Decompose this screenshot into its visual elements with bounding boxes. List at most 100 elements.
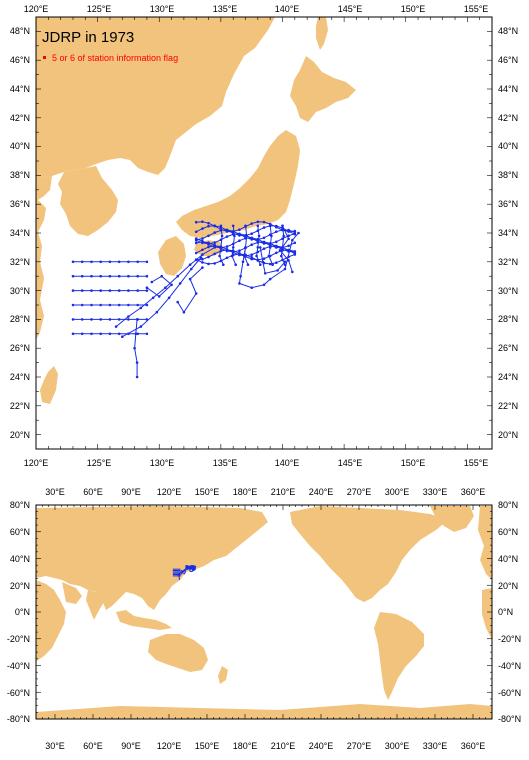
station-point xyxy=(190,268,193,271)
station-point xyxy=(140,307,143,310)
lat-label: 46°N xyxy=(498,55,518,65)
lon-label: 270°E xyxy=(347,741,372,751)
lon-label: 130°E xyxy=(150,458,175,468)
station-point xyxy=(259,263,262,266)
lon-label: 150°E xyxy=(195,487,220,497)
station-point xyxy=(263,226,266,229)
station-point xyxy=(201,242,204,245)
station-point xyxy=(127,289,130,292)
lat-label: -60°N xyxy=(7,688,30,698)
station-point xyxy=(238,254,241,257)
station-point xyxy=(136,289,139,292)
station-point xyxy=(291,239,294,242)
station-point xyxy=(160,275,163,278)
lon-label: 90°E xyxy=(121,487,141,497)
station-point xyxy=(164,286,167,289)
station-point xyxy=(238,282,241,285)
station-point xyxy=(258,235,261,238)
station-point xyxy=(269,278,272,281)
lat-label: 42°N xyxy=(10,113,30,123)
station-point xyxy=(201,237,204,240)
station-point xyxy=(242,261,245,264)
station-point xyxy=(195,259,198,262)
station-point xyxy=(250,243,253,246)
station-point xyxy=(195,239,198,242)
station-point xyxy=(231,255,234,258)
station-point xyxy=(287,230,290,233)
lon-label: 130°E xyxy=(150,4,175,14)
lon-label: 150°E xyxy=(401,458,426,468)
lat-label: 34°N xyxy=(498,228,518,238)
station-point xyxy=(127,315,130,318)
station-point xyxy=(99,333,102,336)
station-point xyxy=(109,289,112,292)
lon-label: 60°E xyxy=(83,741,103,751)
station-point xyxy=(72,304,75,307)
station-point xyxy=(90,333,93,336)
station-point xyxy=(264,272,267,275)
lat-label: 24°N xyxy=(498,372,518,382)
lat-label: 38°N xyxy=(498,170,518,180)
station-point xyxy=(270,235,273,238)
station-point xyxy=(99,261,102,264)
station-point xyxy=(271,263,274,266)
lat-label: 36°N xyxy=(498,199,518,209)
station-point xyxy=(136,275,139,278)
regional-lon-labels-bottom: 120°E 125°E 130°E 135°E 140°E 145°E 150°… xyxy=(24,458,489,468)
station-point xyxy=(250,286,253,289)
station-point xyxy=(81,289,84,292)
station-point xyxy=(90,304,93,307)
lon-label: 150°E xyxy=(401,4,426,14)
lat-label: 44°N xyxy=(10,84,30,94)
lon-label: 300°E xyxy=(385,741,410,751)
station-point xyxy=(136,261,139,264)
station-point xyxy=(291,271,294,274)
lon-label: 210°E xyxy=(271,741,296,751)
lon-label: 60°E xyxy=(83,487,103,497)
station-point xyxy=(201,227,204,230)
station-point xyxy=(284,261,287,264)
lon-label: 300°E xyxy=(385,487,410,497)
station-point xyxy=(250,238,253,241)
station-point xyxy=(275,241,278,244)
station-point xyxy=(146,261,149,264)
lat-label: 28°N xyxy=(498,314,518,324)
lat-label: 0°N xyxy=(498,607,513,617)
lat-label: 28°N xyxy=(10,314,30,324)
station-point xyxy=(99,275,102,278)
station-point xyxy=(280,255,283,258)
station-point xyxy=(263,221,266,224)
station-point xyxy=(207,246,210,249)
map-title: JDRP in 1973 xyxy=(42,29,134,46)
station-point xyxy=(207,222,210,225)
global-lat-labels-right: 80°N 60°N 40°N 20°N 0°N -20°N -40°N -60°… xyxy=(498,500,521,724)
lat-label: -40°N xyxy=(7,661,30,671)
lon-label: 360°E xyxy=(461,487,486,497)
lon-label: 120°E xyxy=(157,741,182,751)
station-point xyxy=(262,261,265,264)
station-point xyxy=(118,304,121,307)
station-point xyxy=(232,246,235,249)
station-point xyxy=(263,247,266,250)
station-point xyxy=(189,263,192,266)
lat-label: 32°N xyxy=(10,257,30,267)
lon-label: 145°E xyxy=(338,4,363,14)
regional-lat-labels-left: 20°N 22°N 24°N 26°N 28°N 30°N 32°N 34°N … xyxy=(10,26,30,440)
lat-label: 0°N xyxy=(15,607,30,617)
station-point xyxy=(136,376,139,379)
station-point xyxy=(275,226,278,229)
station-point xyxy=(115,325,118,328)
lat-label: 80°N xyxy=(10,500,30,510)
station-point xyxy=(233,235,236,238)
station-point xyxy=(238,234,241,237)
station-point xyxy=(244,246,247,249)
lon-label: 180°E xyxy=(233,487,258,497)
station-point xyxy=(238,228,241,231)
station-point xyxy=(250,232,253,235)
station-point xyxy=(275,230,278,233)
lat-label: 60°N xyxy=(498,527,518,537)
lat-label: 20°N xyxy=(498,430,518,440)
station-point xyxy=(207,235,210,238)
station-point xyxy=(255,255,258,258)
